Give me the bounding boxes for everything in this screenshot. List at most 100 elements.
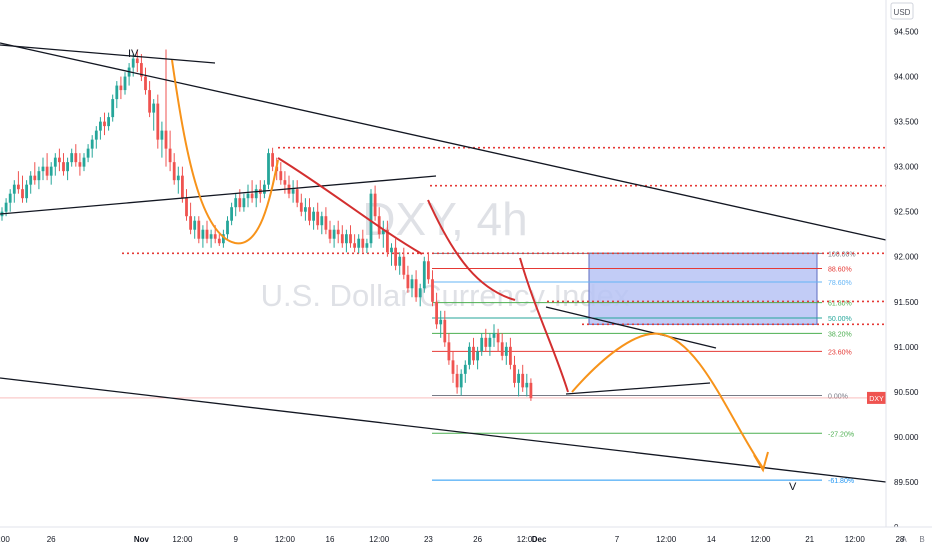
fib-level-label: 23.60% <box>828 349 852 356</box>
candle-body <box>37 171 41 181</box>
candle-body <box>21 189 24 199</box>
candle-body <box>468 346 471 365</box>
candle-body <box>291 189 295 194</box>
time-tick-label: Nov <box>134 535 150 544</box>
candle-body <box>238 198 242 208</box>
candle-body <box>103 121 106 127</box>
time-tick-label: 12:00 <box>517 535 538 544</box>
candle-body <box>390 247 393 253</box>
candle-body <box>459 373 463 388</box>
candle-body <box>480 337 484 352</box>
wave-label-iv: IV <box>128 48 139 60</box>
projection-curve <box>571 332 764 469</box>
candle-body <box>119 85 123 91</box>
price-tick-label: 94.500 <box>894 28 919 37</box>
candle-body <box>201 229 205 239</box>
candle-body <box>115 85 119 100</box>
candle-body <box>234 198 238 208</box>
candle-body <box>476 351 479 361</box>
price-tick-label: 94.000 <box>894 73 919 82</box>
price-axis[interactable]: USD 94.500 94.000 93.500 93.000 92.500 92.000… <box>885 0 932 532</box>
candle-body <box>320 216 324 226</box>
wedge-lower-line <box>565 382 711 395</box>
candle-body <box>402 256 406 275</box>
fib-level-label: 88.60% <box>828 266 852 273</box>
candle-body <box>267 153 270 185</box>
candle-body <box>123 76 127 91</box>
price-tick-label: 91.500 <box>894 298 919 307</box>
candle-body <box>189 216 192 230</box>
candle-body <box>455 373 459 388</box>
candle-body <box>74 153 78 163</box>
currency-badge[interactable] <box>890 2 914 20</box>
watermark: DXY, 4h U.S. Dollar Currency Index <box>261 193 630 313</box>
candle-body <box>373 193 377 217</box>
candle-body <box>164 130 168 149</box>
candle-body <box>66 162 69 172</box>
candle-body <box>398 256 402 266</box>
candle-body <box>209 234 213 239</box>
price-tick-label: 93.500 <box>894 118 919 127</box>
candle-body <box>213 234 217 239</box>
price-tick-label: 93.000 <box>894 163 919 172</box>
candle-body <box>4 202 8 212</box>
candle-body <box>226 220 229 235</box>
time-tick-label: 21 <box>805 535 814 544</box>
candle-body <box>418 288 422 298</box>
candle-body <box>439 319 443 325</box>
fib-level-label: 61.80% <box>828 301 852 308</box>
time-tick-label: 12:00 <box>750 535 771 544</box>
candle-body <box>517 373 520 383</box>
candle-body <box>222 234 225 244</box>
candle-body <box>422 261 426 289</box>
candle-body <box>357 238 361 248</box>
time-tick-label: 12:00 <box>172 535 193 544</box>
candle-body <box>394 247 397 266</box>
last-price-symbol: DXY <box>869 396 884 403</box>
candle-body <box>58 157 61 163</box>
candle-body <box>525 382 529 388</box>
candle-body <box>144 76 147 91</box>
candle-body <box>148 90 151 113</box>
fib-level-label: 78.60% <box>828 280 852 287</box>
candle-body <box>246 193 250 199</box>
price-tick-label: 92.000 <box>894 253 919 262</box>
candle-body <box>49 166 53 176</box>
candle-body <box>86 148 90 158</box>
candle-body <box>443 319 447 343</box>
candle-body <box>185 198 188 217</box>
candle-body <box>361 238 365 248</box>
time-tick-label: 12:00 <box>656 535 677 544</box>
candle-body <box>107 117 110 127</box>
candle-body <box>160 130 164 140</box>
candle-body <box>492 333 496 338</box>
price-tick-label: 92.500 <box>894 208 919 217</box>
time-axis[interactable]: A B 5:00 26 Nov 12:00 9 12:00 16 12:00 23 26 12:00… <box>0 526 932 550</box>
candle-body <box>230 207 233 221</box>
time-tick-label: 5:00 <box>0 535 10 544</box>
candle-body <box>308 207 311 221</box>
candle-body <box>217 238 221 244</box>
candle-body <box>484 337 488 347</box>
time-tick-label: 14 <box>707 535 716 544</box>
corner-label-b[interactable]: B <box>919 535 924 544</box>
candle-body <box>135 58 139 64</box>
candle-body <box>193 220 197 230</box>
candle-body <box>332 229 336 239</box>
candle-body <box>529 382 533 399</box>
candle-body <box>152 103 156 113</box>
corner-label-a[interactable]: A <box>901 535 907 544</box>
candle-body <box>513 364 516 383</box>
candle-body <box>45 166 49 176</box>
price-tick-label: 89.500 <box>894 478 919 487</box>
candle-body <box>283 180 287 185</box>
time-tick-label: 9 <box>233 535 238 544</box>
neckline <box>0 175 437 215</box>
candle-body <box>509 346 512 365</box>
candle-body <box>279 171 283 181</box>
candle-body <box>340 234 344 244</box>
candle-body <box>345 234 348 244</box>
candle-body <box>254 189 258 199</box>
